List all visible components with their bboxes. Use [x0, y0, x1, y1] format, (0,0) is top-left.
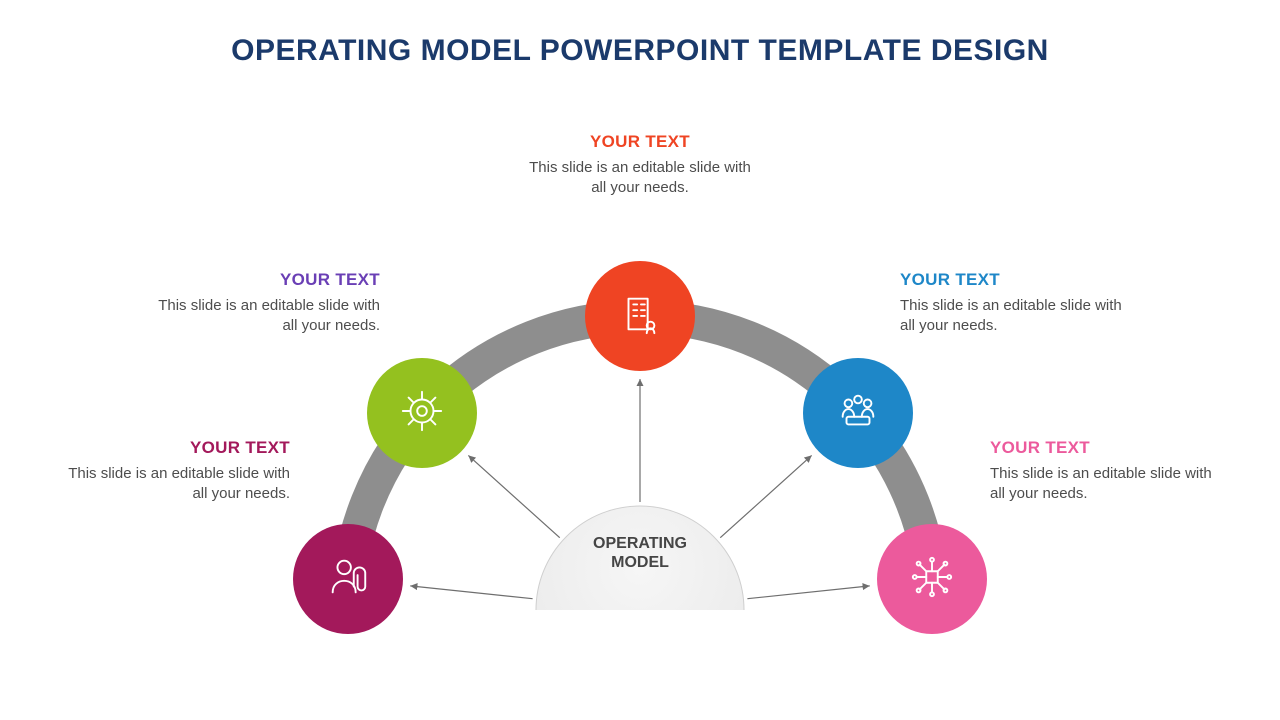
slide-root: OPERATING MODEL POWERPOINT TEMPLATE DESI… — [0, 0, 1280, 720]
chip-network-icon — [909, 554, 955, 605]
label-1: YOUR TEXT This slide is an editable slid… — [50, 438, 290, 505]
label-4-heading: YOUR TEXT — [900, 270, 1140, 290]
label-5: YOUR TEXT This slide is an editable slid… — [990, 438, 1230, 505]
label-2-heading: YOUR TEXT — [140, 270, 380, 290]
hub-label-line2: MODEL — [550, 553, 730, 572]
label-1-heading: YOUR TEXT — [50, 438, 290, 458]
label-2: YOUR TEXT This slide is an editable slid… — [140, 270, 380, 337]
label-3: YOUR TEXT This slide is an editable slid… — [520, 132, 760, 199]
label-1-text: This slide is an editable slide with all… — [50, 464, 290, 505]
label-2-text: This slide is an editable slide with all… — [140, 296, 380, 337]
person-attachment-icon — [325, 554, 371, 605]
building-icon — [617, 291, 663, 342]
node-1 — [293, 524, 403, 634]
meeting-icon — [835, 388, 881, 439]
label-3-heading: YOUR TEXT — [520, 132, 760, 152]
label-5-text: This slide is an editable slide with all… — [990, 464, 1230, 505]
label-3-text: This slide is an editable slide with all… — [520, 158, 760, 199]
label-4: YOUR TEXT This slide is an editable slid… — [900, 270, 1140, 337]
node-5 — [877, 524, 987, 634]
node-2 — [367, 358, 477, 468]
node-4 — [803, 358, 913, 468]
hub-label-line1: OPERATING — [550, 534, 730, 553]
arrow-1 — [410, 586, 532, 599]
label-5-heading: YOUR TEXT — [990, 438, 1230, 458]
hub-label: OPERATING MODEL — [550, 534, 730, 572]
label-4-text: This slide is an editable slide with all… — [900, 296, 1140, 337]
arrow-5 — [747, 586, 869, 599]
target-icon — [399, 388, 445, 439]
node-3 — [585, 261, 695, 371]
arrow-2 — [468, 455, 559, 537]
arrow-4 — [720, 455, 811, 537]
